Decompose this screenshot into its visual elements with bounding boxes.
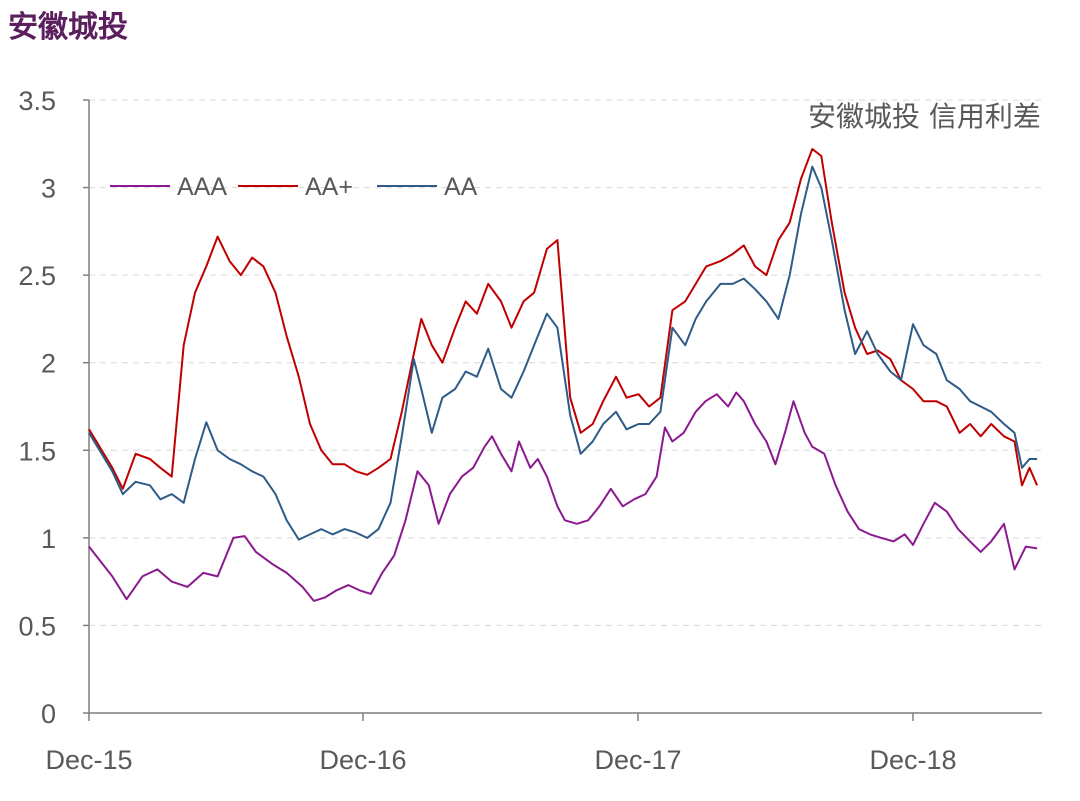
x-tick-label: Dec-16	[319, 745, 406, 775]
legend-label: AA	[444, 173, 478, 201]
y-tick-label: 2.5	[18, 261, 56, 291]
page-title: 安徽城投	[8, 10, 128, 45]
chart-title: 安徽城投 信用利差	[808, 100, 1041, 133]
series-line-aaa	[88, 391, 1038, 602]
series-lines	[88, 148, 1039, 602]
y-tick-label: 1.5	[18, 436, 56, 466]
gridlines	[89, 99, 1042, 626]
legend-item: AAA	[110, 173, 227, 201]
axes	[83, 99, 1042, 721]
series-line-aa	[88, 165, 1038, 541]
legend-label: AAA	[177, 173, 227, 201]
series-line-aaplus	[88, 148, 1039, 490]
x-tick-label: Dec-18	[869, 745, 956, 775]
y-tick-label: 3.5	[18, 86, 56, 116]
y-tick-label: 1	[41, 524, 56, 554]
legend-item: AA+	[238, 173, 353, 201]
legend-item: AA	[377, 173, 478, 201]
y-tick-label: 3	[41, 174, 56, 204]
x-tick-label: Dec-15	[45, 745, 132, 775]
y-tick-label: 0	[41, 699, 56, 729]
x-tick-label: Dec-17	[594, 745, 681, 775]
x-tick-labels: Dec-15 Dec-16 Dec-17 Dec-18	[45, 745, 956, 775]
y-tick-label: 0.5	[18, 611, 56, 641]
y-tick-label: 2	[41, 349, 56, 379]
y-tick-labels: 0 0.5 1 1.5 2 2.5 3 3.5	[18, 86, 56, 729]
legend-label: AA+	[305, 173, 353, 201]
legend: AAA AA+ AA	[110, 173, 478, 201]
